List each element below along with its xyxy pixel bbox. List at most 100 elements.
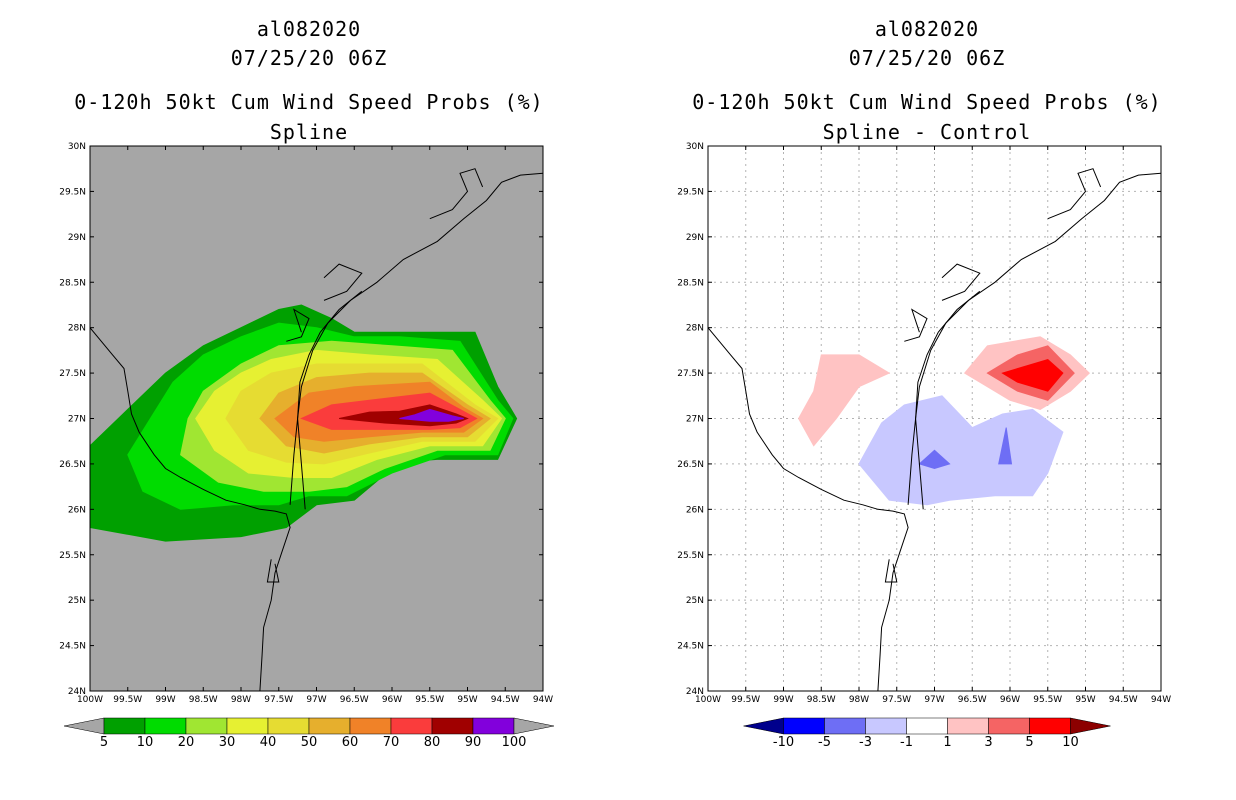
colorbar-label: 90 <box>465 735 482 750</box>
y-tick-label: 29N <box>686 233 704 243</box>
y-tick-label: 28N <box>686 324 704 334</box>
x-tick-label: 94.5W <box>1109 695 1138 705</box>
x-tick-label: 98W <box>849 695 869 705</box>
colorbar-swatch <box>144 717 187 735</box>
colorbar-label: 40 <box>260 735 277 750</box>
y-tick-label: 26N <box>68 505 86 515</box>
x-tick-label: 95W <box>457 695 477 705</box>
chart-subtitle: Spline - Control <box>822 120 1032 144</box>
y-tick-label: 29.5N <box>677 187 704 197</box>
y-tick-label: 25N <box>686 596 704 606</box>
colorbar-swatch <box>472 717 515 735</box>
y-tick-label: 30N <box>686 142 704 152</box>
y-tick-label: 24N <box>686 687 704 697</box>
colorbar-above-arrow <box>1070 717 1111 735</box>
gridlines <box>708 146 1161 691</box>
colorbar-above-arrow <box>513 717 555 735</box>
y-tick-label: 25.5N <box>677 551 704 561</box>
colorbar-swatch <box>906 717 948 735</box>
colorbar-swatch <box>783 717 825 735</box>
y-tick-label: 27.5N <box>677 369 704 379</box>
x-tick-label: 95.5W <box>1033 695 1062 705</box>
colorbar-label: 5 <box>100 735 108 750</box>
y-tick-label: 27.5N <box>59 369 86 379</box>
contour-level-5 <box>1001 358 1064 392</box>
bay-outline <box>884 559 898 583</box>
datetime-title: 07/25/20 06Z <box>230 46 388 70</box>
colorbar-swatch <box>947 717 989 735</box>
coastline-texas <box>289 172 543 505</box>
x-tick-label: 96W <box>382 695 402 705</box>
datetime-title: 07/25/20 06Z <box>848 46 1006 70</box>
x-tick-label: 94W <box>1151 695 1171 705</box>
barrier-island <box>915 290 981 510</box>
x-tick-label: 95W <box>1075 695 1095 705</box>
x-tick-label: 96.5W <box>958 695 987 705</box>
colorbar-swatch <box>103 717 146 735</box>
y-tick-label: 25.5N <box>59 551 86 561</box>
colorbar-label: 70 <box>383 735 400 750</box>
y-tick-label: 24.5N <box>59 642 86 652</box>
contour-level-1 <box>798 354 891 447</box>
y-tick-label: 26N <box>686 505 704 515</box>
x-tick-label: 100W <box>77 695 103 705</box>
x-tick-label: 98.5W <box>807 695 836 705</box>
x-tick-label: 98W <box>231 695 251 705</box>
colorbar-label: 80 <box>424 735 441 750</box>
contour-level-90 <box>399 408 464 422</box>
y-tick-label: 27N <box>68 415 86 425</box>
storm-id-title: al082020 <box>874 17 980 41</box>
x-tick-label: 97.5W <box>882 695 911 705</box>
bay-outline <box>1047 168 1102 220</box>
colorbar-label: 100 <box>502 735 527 750</box>
plot-body <box>90 168 543 691</box>
x-tick-label: 99.5W <box>731 695 760 705</box>
y-tick-label: 25N <box>68 596 86 606</box>
x-tick-label: 96.5W <box>340 695 369 705</box>
y-tick-label: 27N <box>686 415 704 425</box>
x-tick-label: 100W <box>695 695 721 705</box>
barrier-island <box>297 290 363 510</box>
colorbar-label: 60 <box>342 735 359 750</box>
colorbar-label: -5 <box>818 735 831 750</box>
colorbar-label: -1 <box>900 735 913 750</box>
colorbar-label: 10 <box>1062 735 1079 750</box>
y-tick-label: 28.5N <box>677 278 704 288</box>
x-tick-label: 98.5W <box>189 695 218 705</box>
y-tick-label: 24N <box>68 687 86 697</box>
probability-map: 100W 99.5W 99W 98.5W 98W 97.5W 97W 96.5W 96W 95.5… <box>59 142 555 750</box>
x-tick-label: 94.5W <box>491 695 520 705</box>
bay-outline <box>904 308 928 342</box>
x-tick-label: 94W <box>533 695 553 705</box>
colorbar-swatch <box>349 717 392 735</box>
colorbar-swatch <box>824 717 866 735</box>
colorbar-swatch <box>226 717 269 735</box>
coastline-group <box>90 168 543 691</box>
coastline-texas <box>907 172 1161 505</box>
y-tick-label: 24.5N <box>677 642 704 652</box>
colorbar-label: 5 <box>1025 735 1033 750</box>
bay-outline <box>941 263 981 301</box>
bay-outline <box>429 168 484 220</box>
colorbar-swatch <box>308 717 351 735</box>
colorbar-swatch <box>1029 717 1071 735</box>
colorbar-label: -10 <box>773 735 794 750</box>
contour-level-neg3 <box>918 449 951 470</box>
x-tick-label: 99.5W <box>113 695 142 705</box>
colorbar-swatch <box>988 717 1030 735</box>
colorbar: 5 10 20 30 40 50 60 70 80 90 100 <box>63 717 555 750</box>
colorbar-label: 20 <box>178 735 195 750</box>
bay-outline <box>286 308 310 342</box>
coastline-group <box>708 168 1161 691</box>
y-tick-label: 29.5N <box>59 187 86 197</box>
x-tick-label: 97.5W <box>264 695 293 705</box>
bay-outline <box>266 559 280 583</box>
colorbar-label: 10 <box>137 735 154 750</box>
colorbar-label: 30 <box>219 735 236 750</box>
colorbar-label: -3 <box>859 735 872 750</box>
colorbar-swatch <box>267 717 310 735</box>
colorbar-below-arrow <box>743 717 784 735</box>
y-tick-label: 29N <box>68 233 86 243</box>
x-tick-label: 99W <box>773 695 793 705</box>
contour-level-neg3 <box>998 427 1013 465</box>
